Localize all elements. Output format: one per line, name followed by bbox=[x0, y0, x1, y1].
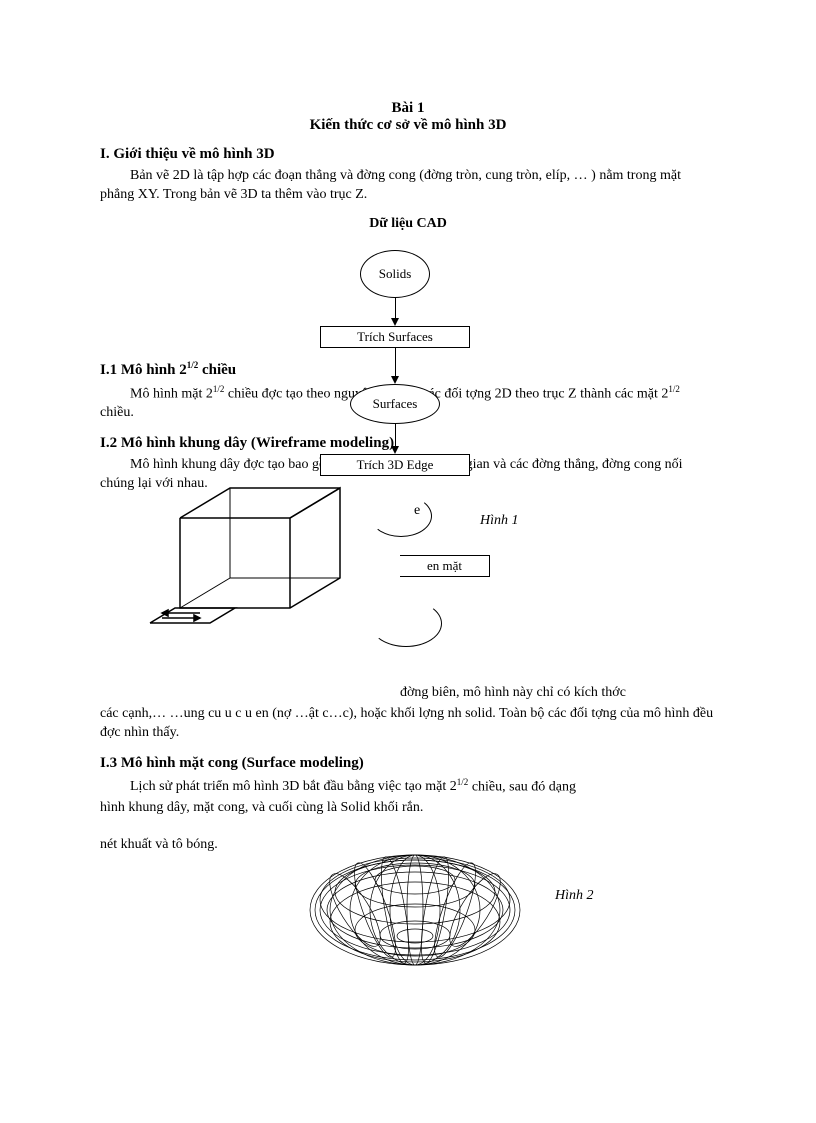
lesson-number: Bài 1 bbox=[100, 100, 716, 117]
section-1-heading: I. Giới thiệu về mô hình 3D bbox=[100, 146, 716, 163]
flow-node-surfaces: Surfaces bbox=[350, 384, 440, 424]
section-1-2-heading: I.2 Mô hình khung dây (Wireframe modelin… bbox=[100, 435, 716, 452]
flow-connector-1 bbox=[395, 298, 396, 320]
lesson-title: Kiến thức cơ sở về mô hình 3D bbox=[100, 117, 716, 134]
flow-node-solids: Solids bbox=[360, 250, 430, 298]
flow-fragment-en-mat: en mặt bbox=[400, 555, 490, 577]
section-1-3-heading: I.3 Mô hình mặt cong (Surface modeling) bbox=[100, 755, 716, 772]
flow-node-surfaces-label: Surfaces bbox=[373, 396, 418, 412]
flow-arrow-3-icon bbox=[391, 446, 399, 454]
flow-arrow-1-icon bbox=[391, 318, 399, 326]
section-1-3-paragraph-1: Lịch sử phát triển mô hình 3D bắt đầu bằ… bbox=[100, 776, 716, 798]
flow-node-trich-edge: Trích 3D Edge bbox=[320, 454, 470, 476]
cad-data-title: Dữ liệu CAD bbox=[100, 215, 716, 234]
flow-arrow-2-icon bbox=[391, 376, 399, 384]
flow-fragment-en-mat-label: en mặt bbox=[427, 558, 462, 574]
flow-fragment-e: e bbox=[410, 502, 424, 521]
flow-connector-3 bbox=[395, 424, 396, 448]
flow-connector-2 bbox=[395, 348, 396, 378]
flow-node-trich-surfaces: Trích Surfaces bbox=[320, 326, 470, 348]
torus-wireframe-figure bbox=[300, 830, 530, 980]
flow-node-trich-surfaces-label: Trích Surfaces bbox=[357, 329, 433, 345]
section-1-1-heading: I.1 Mô hình 21/2 chiều bbox=[100, 360, 716, 379]
flow-node-trich-edge-label: Trích 3D Edge bbox=[357, 457, 434, 473]
figure-2-caption: Hình 2 bbox=[555, 887, 594, 906]
section-1-3-paragraph-1b: hình khung dây, mặt cong, và cuối cùng l… bbox=[100, 799, 716, 818]
figure-1-caption: Hình 1 bbox=[480, 512, 519, 531]
section-1-2-frag-b: các cạnh,… …ung cu u c u en (nợ …ật c…c)… bbox=[100, 705, 716, 743]
section-1-paragraph: Bản vẽ 2D là tập hợp các đoạn thẳng và đ… bbox=[100, 167, 716, 205]
section-1-2-frag-a: đờng biên, mô hình này chỉ có kích thớc bbox=[100, 684, 716, 703]
wireframe-box-figure bbox=[140, 478, 360, 638]
flow-arc-fragment-2 bbox=[370, 600, 442, 647]
